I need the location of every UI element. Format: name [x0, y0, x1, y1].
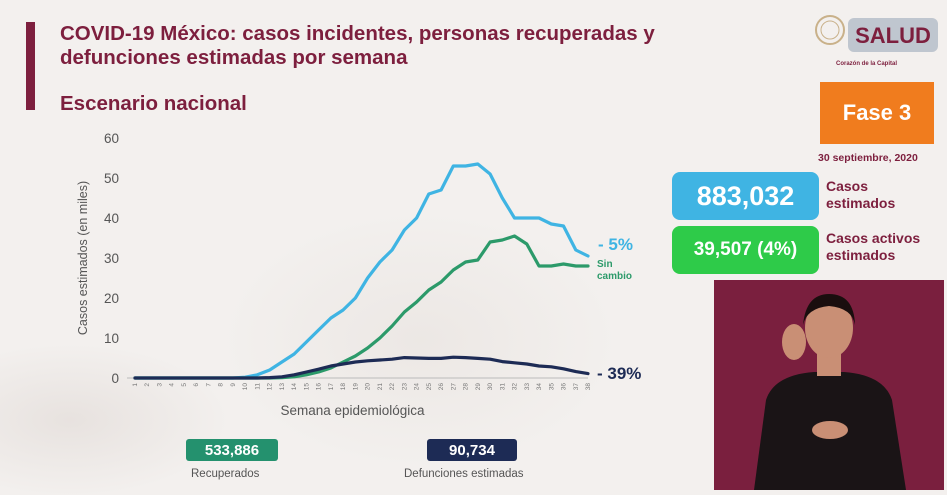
x-axis-title: Semana epidemiológica: [280, 403, 425, 418]
x-tick-label: 1: [132, 383, 139, 387]
series-line-cases: [133, 162, 590, 380]
x-tick-label: 5: [181, 383, 188, 387]
kpi-active-label-line2: estimados: [826, 247, 896, 263]
kpi-active-label-line1: Casos activos: [826, 230, 921, 246]
deaths-label: Defunciones estimadas: [404, 468, 524, 480]
x-tick-label: 24: [414, 383, 421, 391]
kpi-active-value: 39,507 (4%): [672, 226, 819, 274]
kpi-cases-value: 883,032: [672, 172, 819, 220]
x-tick-label: 13: [279, 383, 286, 391]
page-subtitle: Escenario nacional: [60, 92, 247, 115]
annotation-deaths-change: - 39%: [597, 364, 642, 383]
x-tick-label: 38: [585, 383, 592, 391]
x-tick-label: 20: [365, 383, 372, 391]
kpi-cases-label-line2: estimados: [826, 195, 896, 211]
interpreter-figure: [754, 294, 906, 490]
logo-text: SALUD: [855, 23, 931, 48]
x-tick-label: 30: [487, 383, 494, 391]
y-tick-label: 40: [104, 211, 119, 226]
salud-logo: SALUD: [812, 8, 940, 72]
y-tick-label: 30: [104, 251, 119, 266]
annotation-recovered-line1: Sin: [597, 259, 613, 270]
x-tick-label: 28: [463, 383, 470, 391]
x-tick-label: 12: [267, 383, 274, 391]
x-tick-label: 6: [193, 383, 200, 387]
sign-language-interpreter-video: [714, 280, 944, 490]
x-tick-label: 21: [377, 383, 384, 391]
x-tick-label: 32: [512, 383, 519, 391]
x-tick-label: 27: [450, 383, 457, 391]
page-title: COVID-19 México: casos incidentes, perso…: [60, 22, 655, 69]
y-tick-label: 20: [104, 291, 119, 306]
x-tick-label: 31: [499, 383, 506, 391]
x-tick-label: 26: [438, 383, 445, 391]
x-tick-label: 10: [242, 383, 249, 391]
x-tick-label: 19: [352, 383, 359, 391]
x-tick-label: 2: [144, 383, 151, 387]
x-tick-label: 18: [340, 383, 347, 391]
recovered-total: 533,886: [186, 439, 278, 461]
series-line-deaths: [133, 355, 590, 380]
annotation-recovered-line2: cambio: [597, 271, 633, 282]
logo-caption: Corazón de la Capital: [836, 61, 898, 67]
x-tick-label: 25: [426, 383, 433, 391]
x-tick-label: 8: [218, 383, 225, 387]
title-accent-bar: [26, 22, 35, 110]
kpi-cases-label-line1: Casos: [826, 178, 869, 194]
x-tick-label: 35: [548, 383, 555, 391]
x-tick-label: 16: [316, 383, 323, 391]
x-tick-label: 4: [169, 383, 176, 387]
x-tick-label: 36: [561, 383, 568, 391]
salud-logo-graphic: SALUD: [815, 15, 938, 52]
x-tick-label: 34: [536, 383, 543, 391]
x-tick-label: 14: [291, 383, 298, 391]
deaths-total: 90,734: [427, 439, 517, 461]
recovered-label: Recuperados: [191, 468, 260, 480]
x-tick-label: 3: [156, 383, 163, 387]
report-date: 30 septiembre, 2020: [818, 152, 918, 164]
x-tick-label: 33: [524, 383, 531, 391]
x-tick-label: 17: [328, 383, 335, 391]
kpi-cases-label: Casos estimados: [826, 178, 895, 212]
kpi-active-label: Casos activos estimados: [826, 230, 920, 264]
x-tick-label: 23: [401, 383, 408, 391]
y-axis-title: Casos estimados (en miles): [76, 181, 90, 335]
x-tick-label: 29: [475, 383, 482, 391]
y-tick-label: 50: [104, 171, 119, 186]
annotation-cases-change: - 5%: [598, 235, 633, 254]
series-line-recovered: [133, 234, 590, 380]
x-tick-label: 15: [303, 383, 310, 391]
y-tick-label: 0: [111, 371, 119, 386]
x-tick-label: 37: [573, 383, 580, 391]
x-tick-label: 7: [205, 383, 212, 387]
x-tick-label: 22: [389, 383, 396, 391]
x-tick-label: 11: [254, 383, 261, 390]
y-tick-label: 10: [104, 331, 119, 346]
annotation-recovered-change: Sin cambio: [597, 259, 632, 283]
x-tick-label: 9: [230, 383, 237, 387]
phase-badge: Fase 3: [820, 82, 934, 144]
y-tick-label: 60: [104, 131, 119, 146]
